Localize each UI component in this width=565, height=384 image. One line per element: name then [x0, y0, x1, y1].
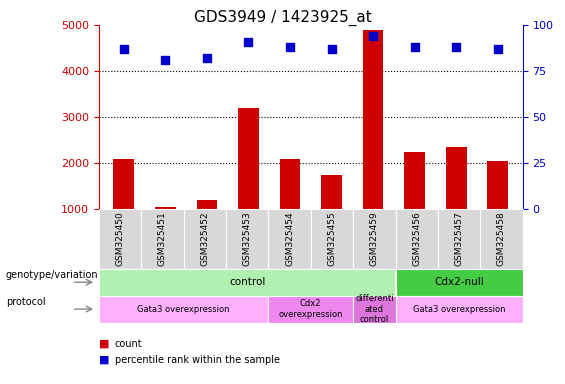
- Text: GDS3949 / 1423925_at: GDS3949 / 1423925_at: [194, 10, 371, 26]
- Text: count: count: [115, 339, 142, 349]
- Bar: [446, 147, 467, 209]
- Text: GSM325455: GSM325455: [328, 212, 336, 266]
- Text: percentile rank within the sample: percentile rank within the sample: [115, 355, 280, 365]
- Point: [161, 57, 170, 63]
- Text: Gata3 overexpression: Gata3 overexpression: [137, 305, 230, 314]
- Bar: [114, 159, 134, 209]
- Bar: [238, 108, 259, 209]
- Text: Cdx2
overexpression: Cdx2 overexpression: [279, 300, 343, 319]
- Bar: [487, 161, 508, 209]
- Text: GSM325457: GSM325457: [455, 212, 463, 266]
- Text: ■: ■: [99, 339, 110, 349]
- Text: GSM325459: GSM325459: [370, 212, 379, 266]
- Point: [410, 44, 419, 50]
- Bar: [363, 30, 384, 209]
- Text: genotype/variation: genotype/variation: [6, 270, 98, 280]
- Point: [202, 55, 211, 61]
- Text: GSM325450: GSM325450: [116, 212, 124, 266]
- Text: GSM325456: GSM325456: [412, 212, 421, 266]
- Text: protocol: protocol: [6, 297, 45, 307]
- Text: Gata3 overexpression: Gata3 overexpression: [413, 305, 505, 314]
- Text: GSM325454: GSM325454: [285, 212, 294, 266]
- Bar: [155, 207, 176, 209]
- Text: GSM325452: GSM325452: [201, 212, 209, 266]
- Point: [285, 44, 294, 50]
- Bar: [321, 175, 342, 209]
- Text: GSM325453: GSM325453: [243, 212, 251, 266]
- Text: differenti
ated
control: differenti ated control: [355, 294, 394, 324]
- Text: Cdx2-null: Cdx2-null: [434, 277, 484, 287]
- Text: GSM325451: GSM325451: [158, 212, 167, 266]
- Bar: [404, 152, 425, 209]
- Bar: [280, 159, 301, 209]
- Bar: [197, 200, 218, 209]
- Point: [493, 46, 502, 52]
- Point: [368, 33, 377, 39]
- Text: GSM325458: GSM325458: [497, 212, 506, 266]
- Point: [119, 46, 128, 52]
- Point: [244, 38, 253, 45]
- Point: [327, 46, 336, 52]
- Text: control: control: [229, 277, 266, 287]
- Text: ■: ■: [99, 355, 110, 365]
- Point: [451, 44, 460, 50]
